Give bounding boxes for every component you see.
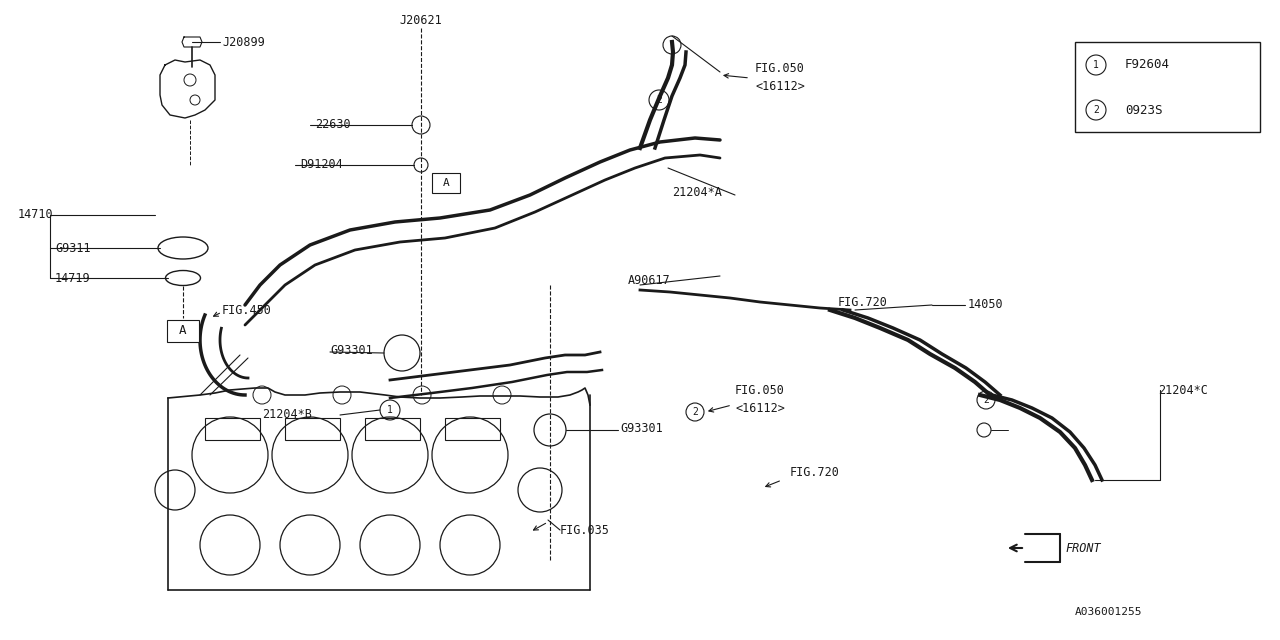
Bar [1075,42,1260,132]
Text: 21204*C: 21204*C [1158,383,1208,397]
Text: 21204*B: 21204*B [262,408,312,422]
Text: <16112>: <16112> [755,79,805,93]
Text: G93301: G93301 [620,422,663,435]
Text: <16112>: <16112> [735,401,785,415]
Text: 14050: 14050 [968,298,1004,312]
Text: 1: 1 [1093,60,1100,70]
Text: G93301: G93301 [330,344,372,356]
Text: FIG.050: FIG.050 [755,61,805,74]
Bar [205,418,260,440]
Text: FIG.720: FIG.720 [790,465,840,479]
Text: 14710: 14710 [18,209,54,221]
Text: 0923S: 0923S [1125,104,1162,116]
Text: 22630: 22630 [315,118,351,131]
Text: A90617: A90617 [628,273,671,287]
Bar [365,418,420,440]
Text: FIG.720: FIG.720 [838,296,888,308]
Text: FIG.450: FIG.450 [221,303,271,317]
Text: FIG.050: FIG.050 [735,383,785,397]
Bar [285,418,340,440]
Text: 2: 2 [692,407,698,417]
Text: A: A [443,178,449,188]
Polygon shape [182,37,202,47]
Text: J20899: J20899 [221,35,265,49]
Text: FRONT: FRONT [1065,541,1101,554]
Text: 1: 1 [387,405,393,415]
Text: G9311: G9311 [55,241,91,255]
Text: 14719: 14719 [55,271,91,285]
Text: 2: 2 [1093,105,1100,115]
Text: A036001255: A036001255 [1075,607,1143,617]
Bar [166,320,198,342]
Text: 2: 2 [983,395,989,405]
Bar [433,173,460,193]
Text: D91204: D91204 [300,159,343,172]
Polygon shape [160,60,215,118]
Text: J20621: J20621 [399,13,443,26]
Bar [445,418,500,440]
Text: 21204*A: 21204*A [672,186,722,198]
Text: FIG.035: FIG.035 [561,524,609,536]
Text: F92604: F92604 [1125,58,1170,72]
Text: 2: 2 [657,95,662,105]
Text: A: A [179,324,187,337]
